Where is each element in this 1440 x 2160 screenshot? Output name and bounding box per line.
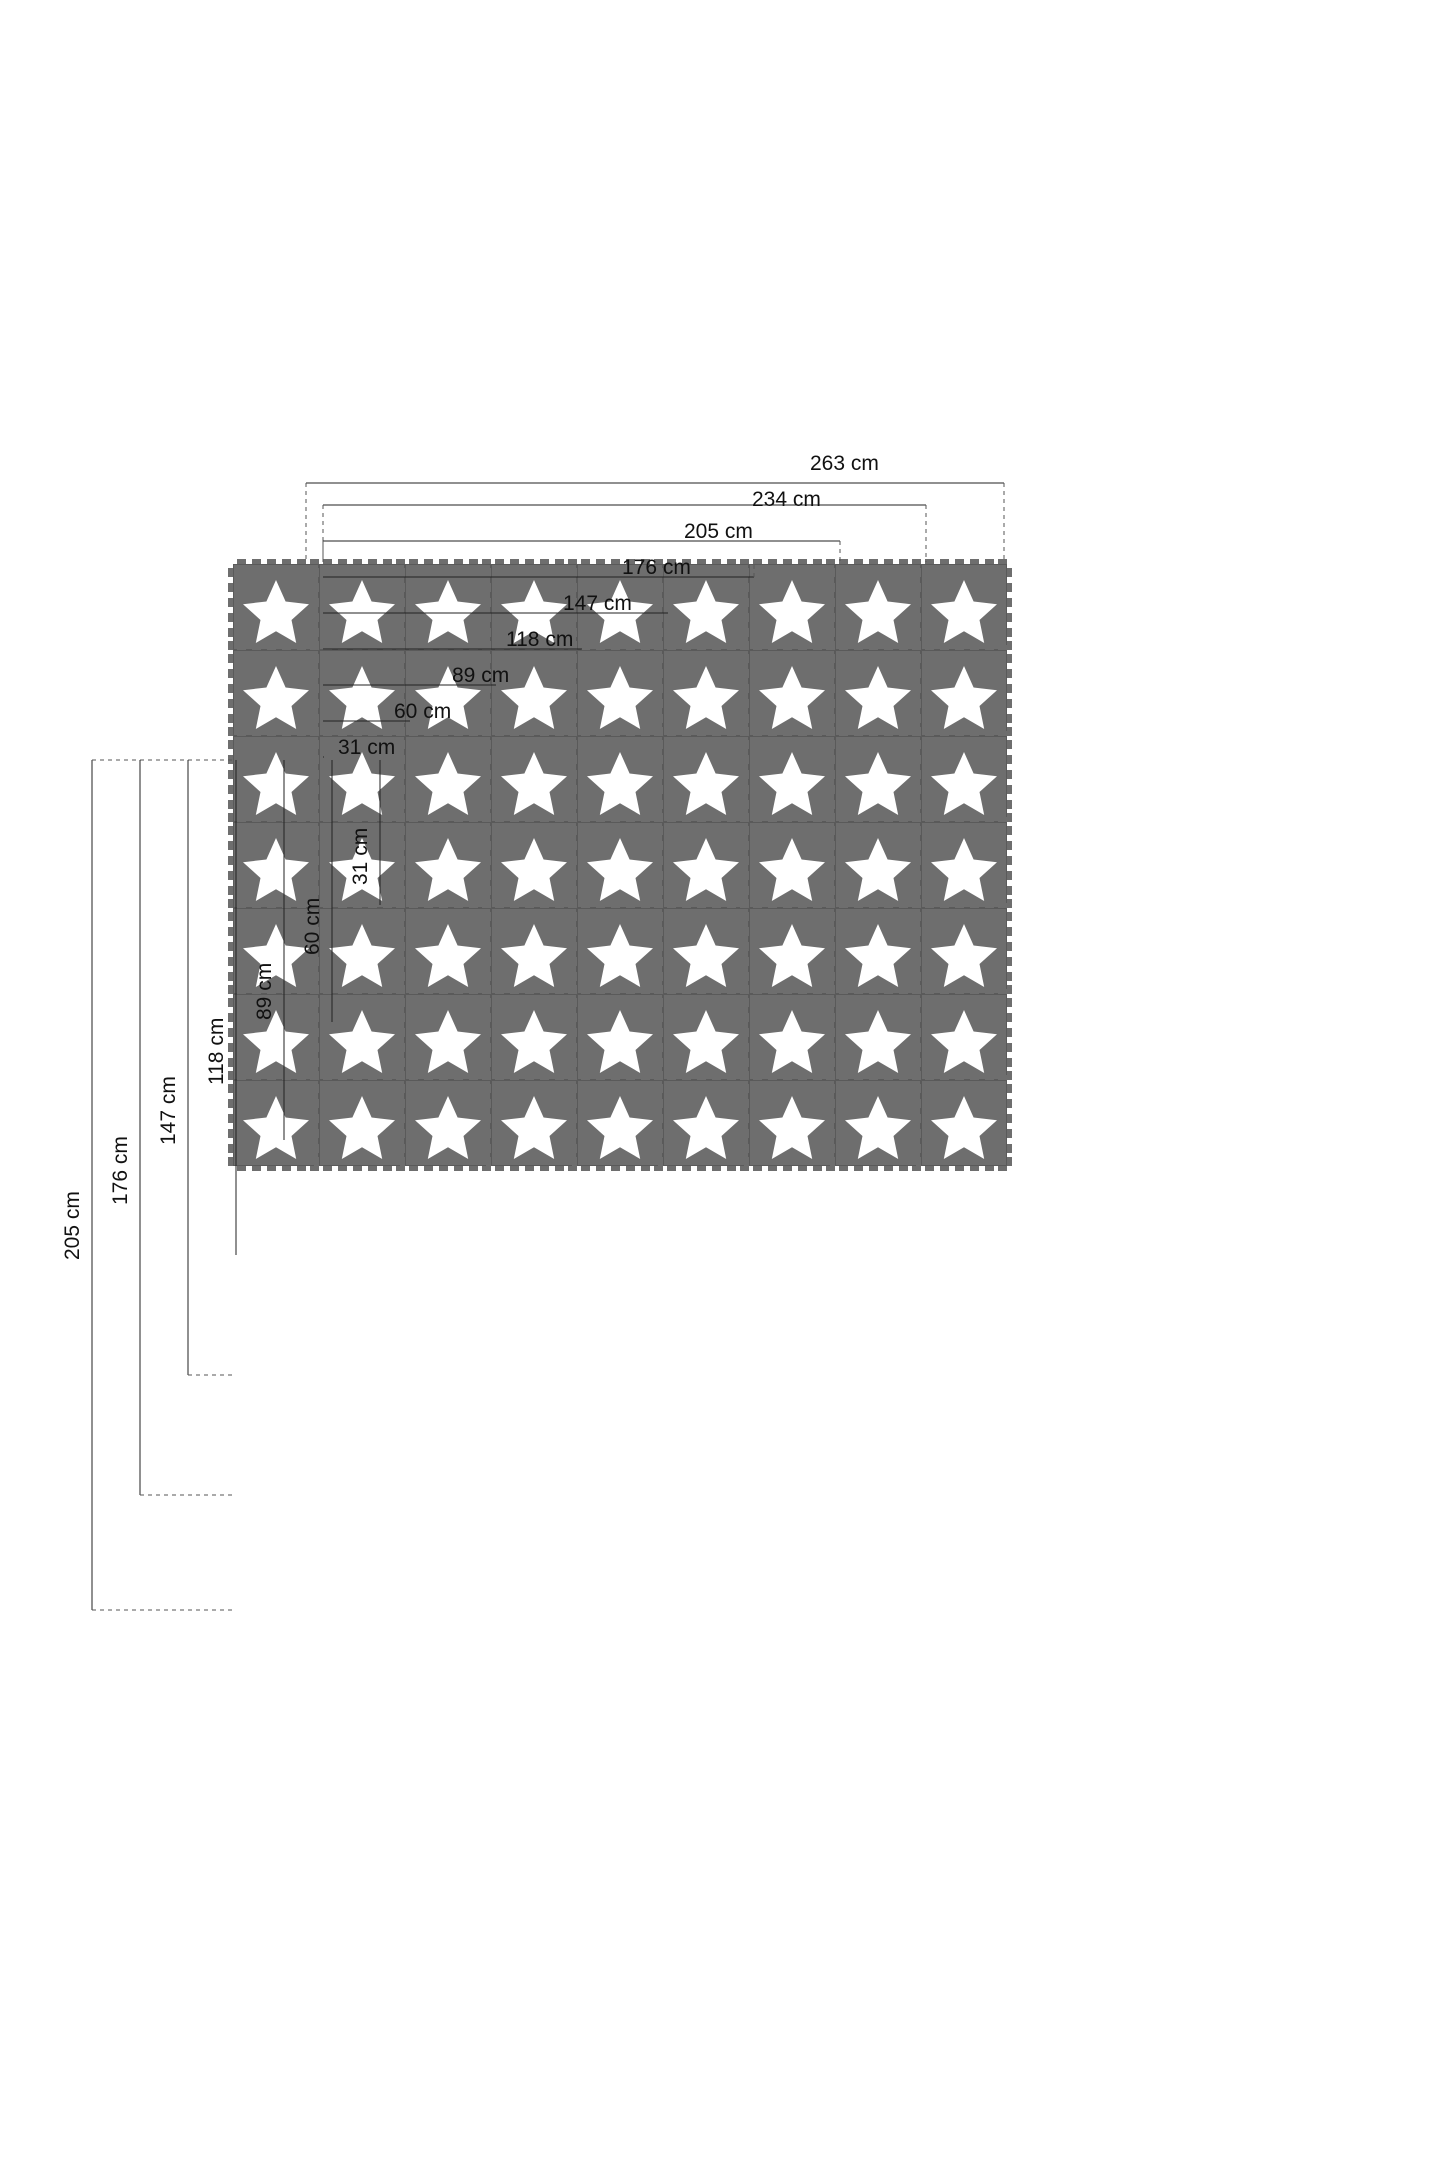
left-dimension-label-31: 31 cm	[349, 827, 372, 885]
top-dimension-label-31: 31 cm	[338, 736, 396, 759]
top-dimension-label-60: 60 cm	[394, 700, 452, 723]
left-dimension-label-60: 60 cm	[301, 897, 324, 955]
top-dimension-label-176: 176 cm	[622, 556, 691, 579]
left-dimension-label-205: 205 cm	[61, 1191, 84, 1260]
top-dimension-label-263: 263 cm	[810, 452, 879, 475]
top-dimension-label-234: 234 cm	[752, 488, 821, 511]
top-dimension-label-147: 147 cm	[563, 592, 632, 615]
left-dimension-label-89: 89 cm	[253, 962, 276, 1020]
top-dimension-label-205: 205 cm	[684, 520, 753, 543]
left-dimension-label-176: 176 cm	[109, 1136, 132, 1205]
left-dimension-label-147: 147 cm	[157, 1076, 180, 1145]
top-dimension-label-118: 118 cm	[506, 628, 574, 651]
top-dimension-label-89: 89 cm	[452, 664, 510, 687]
left-dimension-label-118: 118 cm	[205, 1017, 228, 1085]
